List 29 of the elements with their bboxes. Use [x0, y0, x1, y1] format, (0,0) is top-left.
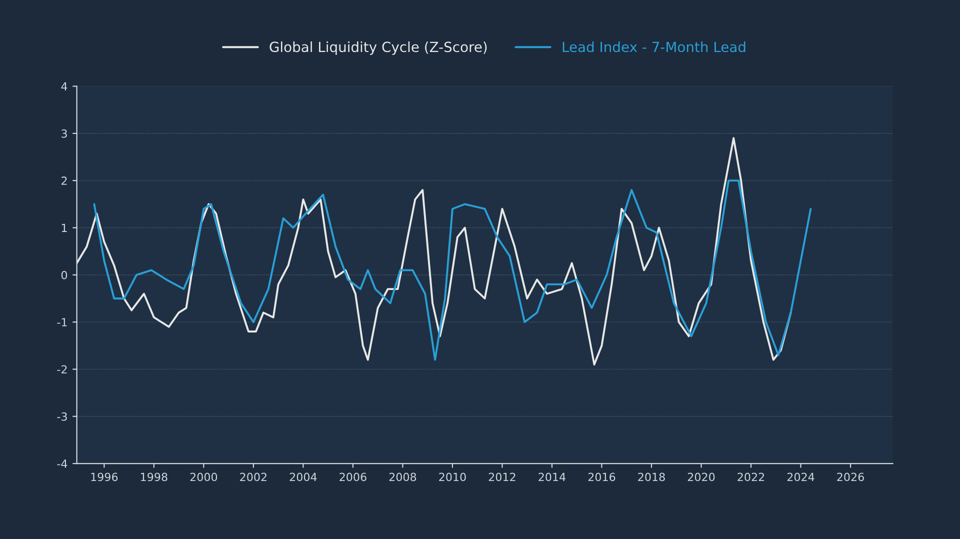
- x-tick-label: 2016: [588, 472, 616, 482]
- legend-label: Global Liquidity Cycle (Z-Score): [270, 41, 487, 55]
- x-tick-label: 2020: [688, 472, 715, 482]
- y-tick-label: 4: [61, 82, 68, 90]
- x-tick-label: 2014: [538, 472, 566, 482]
- x-tick-label: 2022: [738, 472, 764, 482]
- x-tick-label: 2026: [837, 472, 864, 482]
- y-tick-label: -3: [57, 412, 67, 421]
- line-series: [76, 137, 792, 366]
- x-tick-label: 2004: [290, 472, 317, 482]
- x-tick-label: 2018: [638, 472, 665, 482]
- x-tick-label: 2010: [439, 472, 466, 482]
- y-tick-label: 2: [62, 176, 67, 185]
- y-tick-label: -2: [57, 365, 67, 374]
- y-tick-label: 0: [61, 270, 68, 280]
- x-tick-label: 2008: [389, 472, 416, 482]
- x-tick-label: 2012: [488, 472, 516, 482]
- y-tick-label: 1: [62, 224, 67, 232]
- x-tick-label: 2024: [787, 472, 814, 482]
- y-tick-label: -1: [57, 318, 67, 326]
- x-tick-label: 1998: [141, 472, 168, 482]
- x-tick-label: 2000: [190, 472, 218, 482]
- x-tick-label: 1996: [91, 472, 118, 482]
- y-tick-label: -4: [57, 460, 68, 468]
- legend-label: Lead Index - 7-Month Lead: [562, 41, 746, 52]
- line-series: [93, 180, 812, 361]
- y-tick-label: 3: [62, 129, 67, 138]
- x-tick-label: 2006: [340, 472, 366, 482]
- x-tick-label: 2002: [240, 472, 266, 482]
